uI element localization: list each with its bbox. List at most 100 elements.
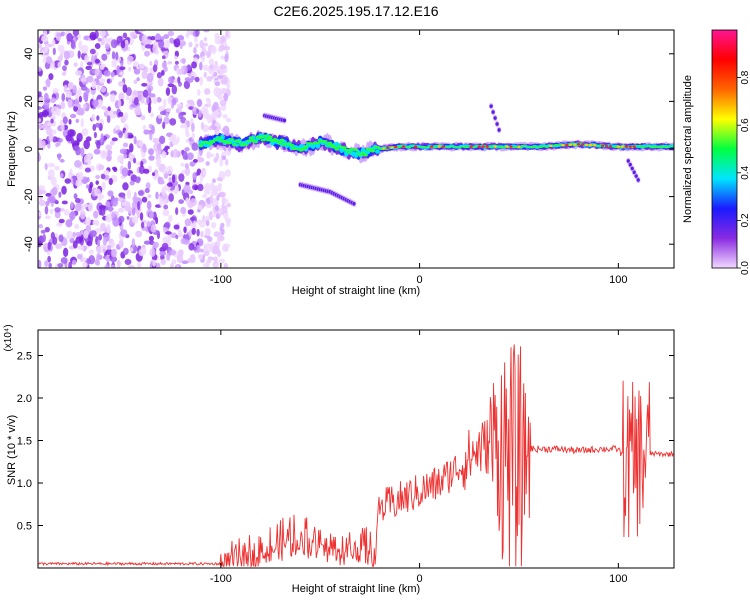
heatmap-cell bbox=[62, 65, 67, 72]
heatmap-cell bbox=[83, 154, 91, 163]
heatmap-cell bbox=[118, 239, 124, 249]
heatmap-cell bbox=[95, 174, 101, 180]
heatmap-cell bbox=[138, 93, 142, 102]
heatmap-cell bbox=[158, 114, 162, 119]
heatmap-cell bbox=[105, 153, 112, 162]
heatmap-cell bbox=[214, 35, 222, 45]
heatmap-cell bbox=[211, 256, 215, 261]
heatmap-cell bbox=[167, 83, 175, 88]
heatmap-cell bbox=[68, 261, 72, 268]
heatmap-cell bbox=[38, 211, 42, 217]
heatmap-peak bbox=[390, 146, 394, 149]
heatmap-cell bbox=[119, 71, 125, 76]
heatmap-cell bbox=[199, 76, 203, 86]
heatmap-cell bbox=[74, 202, 82, 212]
heatmap-cell bbox=[122, 247, 129, 255]
heatmap-cell bbox=[223, 262, 229, 268]
heatmap-cell bbox=[90, 55, 95, 65]
heatmap-cell bbox=[116, 64, 120, 75]
heatmap-cell bbox=[96, 245, 104, 254]
heatmap-cell bbox=[109, 113, 117, 119]
heatmap-cell bbox=[180, 124, 187, 129]
heatmap-cell bbox=[158, 135, 166, 145]
heatmap-cell bbox=[166, 165, 173, 175]
heatmap-cell bbox=[38, 66, 42, 72]
heatmap-cell bbox=[203, 88, 211, 95]
heatmap-cell bbox=[115, 51, 119, 61]
heatmap-cell bbox=[140, 160, 144, 168]
heatmap-cell bbox=[198, 248, 205, 253]
heatmap-cell bbox=[167, 60, 173, 65]
heatmap-cell bbox=[191, 142, 199, 151]
heatmap-cell bbox=[44, 43, 49, 53]
heatmap-cell bbox=[73, 62, 78, 67]
heatmap-cell bbox=[213, 71, 218, 77]
heatmap-cell bbox=[160, 254, 165, 261]
heatmap-cell bbox=[165, 231, 172, 235]
heatmap-cell bbox=[181, 260, 189, 264]
heatmap-cell bbox=[94, 188, 101, 197]
heatmap-cell bbox=[109, 256, 118, 263]
heatmap-cell bbox=[186, 120, 190, 128]
heatmap-cell bbox=[222, 114, 228, 119]
heatmap-cell bbox=[82, 103, 88, 109]
heatmap-cell bbox=[170, 262, 174, 268]
heatmap-cell bbox=[76, 171, 84, 181]
heatmap-cell bbox=[530, 146, 535, 149]
heatmap-cell bbox=[211, 221, 217, 229]
heatmap-cell bbox=[38, 106, 42, 111]
heatmap-cell bbox=[86, 240, 93, 247]
heatmap-cell bbox=[75, 231, 82, 237]
heatmap-cell bbox=[152, 241, 160, 249]
spectrogram-y-label: Frequency (Hz) bbox=[6, 111, 18, 187]
heatmap-cell bbox=[38, 96, 45, 105]
heatmap-cell bbox=[148, 211, 154, 219]
heatmap-cell bbox=[142, 89, 149, 98]
heatmap-cell bbox=[168, 214, 173, 223]
heatmap-peak bbox=[577, 143, 581, 146]
heatmap-peak bbox=[477, 145, 481, 148]
heatmap-cell bbox=[57, 61, 62, 68]
heatmap-cell bbox=[128, 152, 133, 161]
heatmap-cell bbox=[197, 205, 202, 210]
heatmap-cell bbox=[107, 149, 113, 156]
heatmap-cell bbox=[141, 196, 148, 203]
heatmap-cell bbox=[44, 215, 51, 220]
heatmap-cell bbox=[136, 111, 142, 116]
heatmap-cell bbox=[189, 198, 197, 207]
heatmap-cell bbox=[69, 113, 77, 119]
heatmap-cell bbox=[46, 126, 53, 136]
heatmap-cell bbox=[145, 182, 151, 190]
heatmap-cell bbox=[72, 30, 80, 37]
heatmap-cell bbox=[658, 145, 664, 147]
heatmap-cell bbox=[196, 228, 200, 237]
heatmap-cell bbox=[213, 231, 221, 238]
heatmap-cell bbox=[334, 148, 340, 151]
heatmap-cell bbox=[174, 55, 178, 60]
heatmap-cell bbox=[148, 155, 155, 161]
heatmap-cell bbox=[152, 137, 160, 144]
heatmap-cell bbox=[167, 30, 175, 37]
heatmap-cell bbox=[216, 249, 222, 258]
heatmap-cell bbox=[144, 50, 150, 57]
heatmap-cell bbox=[44, 205, 49, 215]
heatmap-cell bbox=[58, 218, 65, 224]
heatmap-cell bbox=[157, 180, 165, 185]
heatmap-cell bbox=[85, 216, 91, 226]
heatmap-cell bbox=[274, 140, 280, 143]
heatmap-cell bbox=[491, 110, 495, 114]
heatmap-cell bbox=[57, 153, 61, 161]
heatmap-peak bbox=[620, 145, 624, 148]
heatmap-cell bbox=[94, 42, 101, 49]
heatmap-cell bbox=[213, 63, 219, 72]
heatmap-cell bbox=[630, 166, 634, 171]
heatmap-cell bbox=[148, 81, 153, 86]
heatmap-cell bbox=[77, 87, 82, 97]
heatmap-cell bbox=[99, 78, 106, 84]
heatmap-cell bbox=[207, 153, 215, 158]
heatmap-cell bbox=[44, 163, 48, 171]
heatmap-cell bbox=[50, 176, 57, 186]
heatmap-cell bbox=[99, 222, 106, 232]
heatmap-cell bbox=[222, 125, 230, 135]
heatmap-cell bbox=[495, 122, 499, 126]
